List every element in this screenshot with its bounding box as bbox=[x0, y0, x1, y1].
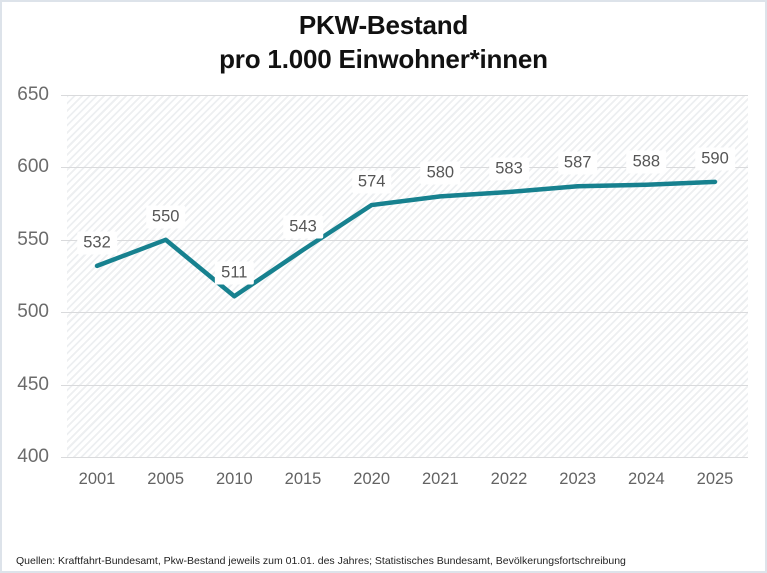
source-note: Quellen: Kraftfahrt-Bundesamt, Pkw-Besta… bbox=[16, 555, 626, 567]
value-label-2015: 543 bbox=[283, 215, 323, 239]
y-tick-600: 600 bbox=[17, 156, 49, 178]
x-tick-2022: 2022 bbox=[490, 470, 528, 488]
gridline-550 bbox=[61, 239, 748, 241]
gridline-600 bbox=[61, 167, 748, 169]
value-label-2020: 574 bbox=[351, 170, 392, 194]
value-label-2001: 532 bbox=[77, 231, 117, 255]
y-tick-500: 500 bbox=[17, 301, 49, 323]
value-label-2025: 590 bbox=[695, 147, 735, 171]
y-tick-400: 400 bbox=[17, 446, 49, 467]
y-tick-450: 450 bbox=[17, 373, 49, 395]
y-tick-650: 650 bbox=[17, 84, 49, 105]
gridline-450 bbox=[61, 384, 748, 386]
value-label-2010: 511 bbox=[215, 261, 254, 285]
chart-title: PKW-Bestand pro 1.000 Einwohner*innen bbox=[2, 8, 765, 76]
x-tick-2024: 2024 bbox=[627, 470, 665, 488]
x-tick-2010: 2010 bbox=[215, 470, 253, 488]
value-label-2023: 587 bbox=[557, 151, 598, 175]
x-tick-2001: 2001 bbox=[78, 470, 116, 488]
value-label-2022: 583 bbox=[489, 157, 529, 181]
x-tick-2025: 2025 bbox=[696, 470, 734, 488]
value-label-2021: 580 bbox=[420, 161, 461, 185]
trend-line bbox=[94, 179, 718, 299]
value-label-2005: 550 bbox=[145, 205, 186, 229]
x-tick-2005: 2005 bbox=[147, 470, 185, 488]
gridline-500 bbox=[61, 312, 748, 314]
value-label-2024: 588 bbox=[626, 150, 667, 174]
x-tick-2021: 2021 bbox=[421, 470, 459, 488]
chart-title-line1: PKW-Bestand bbox=[298, 10, 469, 40]
y-tick-550: 550 bbox=[17, 228, 49, 250]
x-tick-2020: 2020 bbox=[353, 470, 391, 488]
x-tick-2015: 2015 bbox=[284, 470, 322, 488]
chart-title-line2: pro 1.000 Einwohner*innen bbox=[219, 44, 548, 74]
x-tick-2023: 2023 bbox=[559, 470, 597, 488]
gridline-650 bbox=[61, 95, 748, 96]
gridline-400 bbox=[61, 457, 748, 458]
